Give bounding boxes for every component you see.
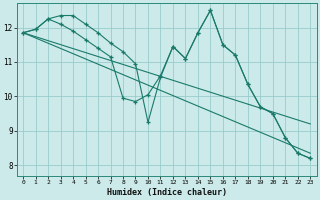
X-axis label: Humidex (Indice chaleur): Humidex (Indice chaleur) bbox=[107, 188, 227, 197]
